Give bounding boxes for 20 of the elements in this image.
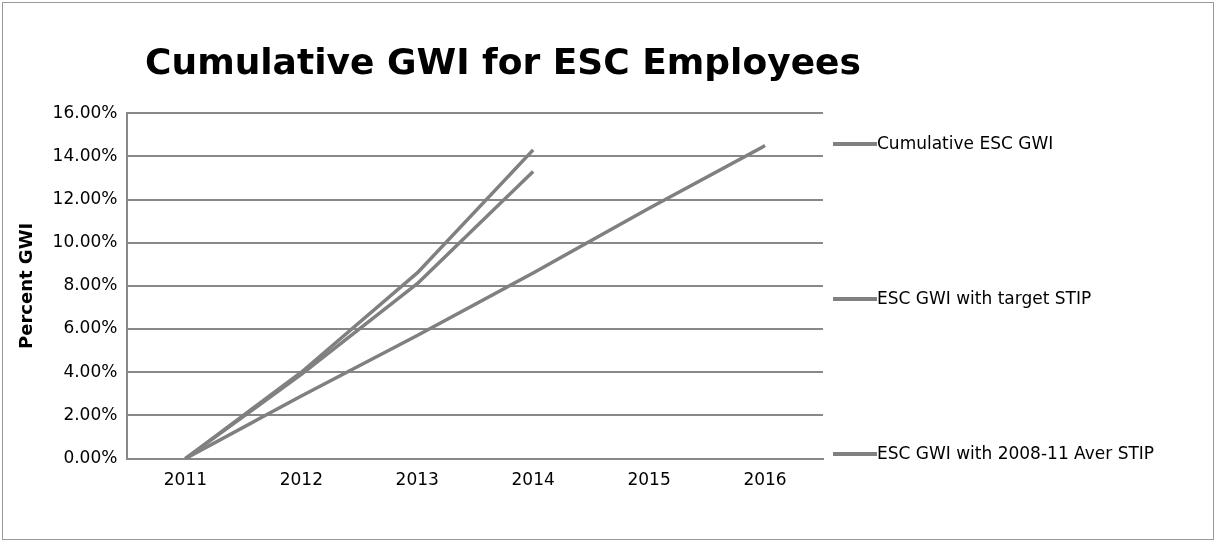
y-tick-label: 0.00% bbox=[63, 447, 118, 468]
y-tick-label: 12.00% bbox=[52, 187, 118, 208]
x-tick-label: 2012 bbox=[279, 469, 323, 490]
x-tick-label: 2013 bbox=[395, 469, 439, 490]
x-tick-label: 2014 bbox=[511, 469, 555, 490]
y-tick-label: 16.00% bbox=[52, 101, 118, 122]
y-tick-label: 8.00% bbox=[63, 274, 118, 295]
y-tick-label: 4.00% bbox=[63, 360, 118, 381]
y-axis-title: Percent GWI bbox=[15, 222, 37, 349]
chart-title: Cumulative GWI for ESC Employees bbox=[144, 41, 862, 82]
x-tick-label: 2011 bbox=[163, 469, 208, 490]
y-tick-label: 6.00% bbox=[63, 317, 118, 338]
legend-label: ESC GWI with 2008-11 Aver STIP bbox=[877, 443, 1155, 463]
y-tick-label: 10.00% bbox=[52, 231, 118, 252]
y-tick-label: 14.00% bbox=[52, 144, 118, 165]
legend-label: Cumulative ESC GWI bbox=[877, 133, 1054, 153]
x-tick-label: 2015 bbox=[627, 469, 671, 490]
x-tick-label: 2016 bbox=[743, 469, 787, 490]
y-tick-label: 2.00% bbox=[63, 403, 118, 424]
legend-label: ESC GWI with target STIP bbox=[877, 288, 1092, 308]
